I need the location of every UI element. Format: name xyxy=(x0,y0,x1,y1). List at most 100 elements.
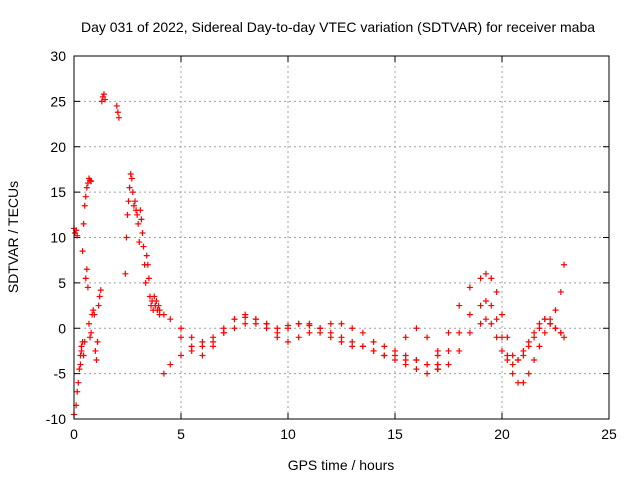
x-tick-label: 20 xyxy=(494,426,510,442)
data-point xyxy=(91,311,98,318)
data-point xyxy=(75,379,82,386)
data-point xyxy=(139,229,146,236)
data-point xyxy=(349,343,356,350)
data-point xyxy=(509,361,516,368)
data-point xyxy=(167,361,174,368)
data-point xyxy=(456,347,463,354)
data-point xyxy=(531,329,538,336)
y-tick-label: -5 xyxy=(54,366,67,382)
x-tick-label: 5 xyxy=(177,426,185,442)
series-arc-late-3 xyxy=(434,316,564,373)
plot-frame xyxy=(73,55,610,420)
data-point xyxy=(499,334,505,341)
data-point xyxy=(338,320,345,327)
data-point xyxy=(178,334,184,341)
data-point xyxy=(504,357,511,364)
x-tick-label: 15 xyxy=(387,426,403,442)
data-point xyxy=(327,334,334,341)
data-point xyxy=(413,357,420,364)
data-point xyxy=(306,329,313,336)
data-point xyxy=(561,334,568,341)
data-point xyxy=(402,352,409,359)
data-point xyxy=(142,279,149,286)
data-point xyxy=(125,198,132,205)
data-point xyxy=(381,352,388,359)
data-point xyxy=(79,248,86,255)
data-point xyxy=(547,320,554,327)
x-tick-label: 25 xyxy=(601,426,617,442)
data-point xyxy=(113,102,120,109)
data-point xyxy=(504,334,511,341)
data-point xyxy=(167,316,174,323)
data-point xyxy=(359,329,366,336)
data-point xyxy=(88,329,95,336)
data-point xyxy=(370,347,377,354)
data-point xyxy=(456,329,463,336)
data-point xyxy=(210,343,217,350)
x-axis-label: GPS time / hours xyxy=(288,457,395,473)
data-point xyxy=(445,329,452,336)
data-point xyxy=(482,316,489,323)
data-point xyxy=(81,202,88,209)
data-point xyxy=(114,109,121,116)
y-tick-label: 20 xyxy=(50,139,66,155)
data-point xyxy=(87,177,94,184)
data-point xyxy=(152,302,159,309)
data-point xyxy=(552,307,559,314)
data-point xyxy=(242,320,249,327)
data-point xyxy=(445,347,452,354)
data-point xyxy=(199,343,206,350)
data-point xyxy=(144,261,151,268)
data-point xyxy=(82,193,89,200)
data-point xyxy=(402,361,409,368)
data-point xyxy=(78,347,85,354)
x-tick-label: 0 xyxy=(70,426,78,442)
data-point xyxy=(88,178,95,185)
data-point xyxy=(285,322,291,329)
data-point xyxy=(131,198,138,205)
data-point xyxy=(129,189,136,196)
data-point xyxy=(102,96,109,103)
data-point xyxy=(153,298,160,305)
data-point xyxy=(231,325,238,332)
data-point xyxy=(488,320,495,327)
data-point xyxy=(531,357,538,364)
series-arc-early-low xyxy=(77,266,104,368)
data-point xyxy=(160,311,167,318)
data-point xyxy=(199,352,206,359)
data-point xyxy=(151,293,158,300)
data-point xyxy=(509,370,516,377)
data-point xyxy=(274,334,281,341)
y-tick-label: 15 xyxy=(50,184,66,200)
data-point xyxy=(536,343,543,350)
data-point xyxy=(317,329,324,336)
data-point xyxy=(520,347,527,354)
data-point xyxy=(274,325,281,332)
data-point xyxy=(77,361,84,368)
chart-title: Day 031 of 2022, Sidereal Day-to-day VTE… xyxy=(81,19,595,35)
data-point xyxy=(381,343,388,350)
data-point xyxy=(525,338,532,345)
data-point xyxy=(392,357,398,364)
data-point xyxy=(92,347,99,354)
data-point xyxy=(509,352,516,359)
data-point xyxy=(306,322,313,329)
data-point xyxy=(541,316,548,323)
data-point xyxy=(231,316,238,323)
data-points xyxy=(71,91,568,418)
data-point xyxy=(295,320,302,327)
data-point xyxy=(137,207,144,214)
data-point xyxy=(434,366,441,373)
data-point xyxy=(493,288,500,295)
data-point xyxy=(100,91,107,98)
data-point xyxy=(541,329,548,336)
grid-lines xyxy=(74,56,609,419)
series-arc-high-1 xyxy=(98,91,109,105)
data-point xyxy=(156,307,163,314)
data-point xyxy=(434,347,441,354)
data-point xyxy=(134,211,141,218)
data-point xyxy=(252,316,259,323)
data-point xyxy=(349,325,356,332)
data-point xyxy=(359,343,366,350)
data-point xyxy=(178,325,184,332)
